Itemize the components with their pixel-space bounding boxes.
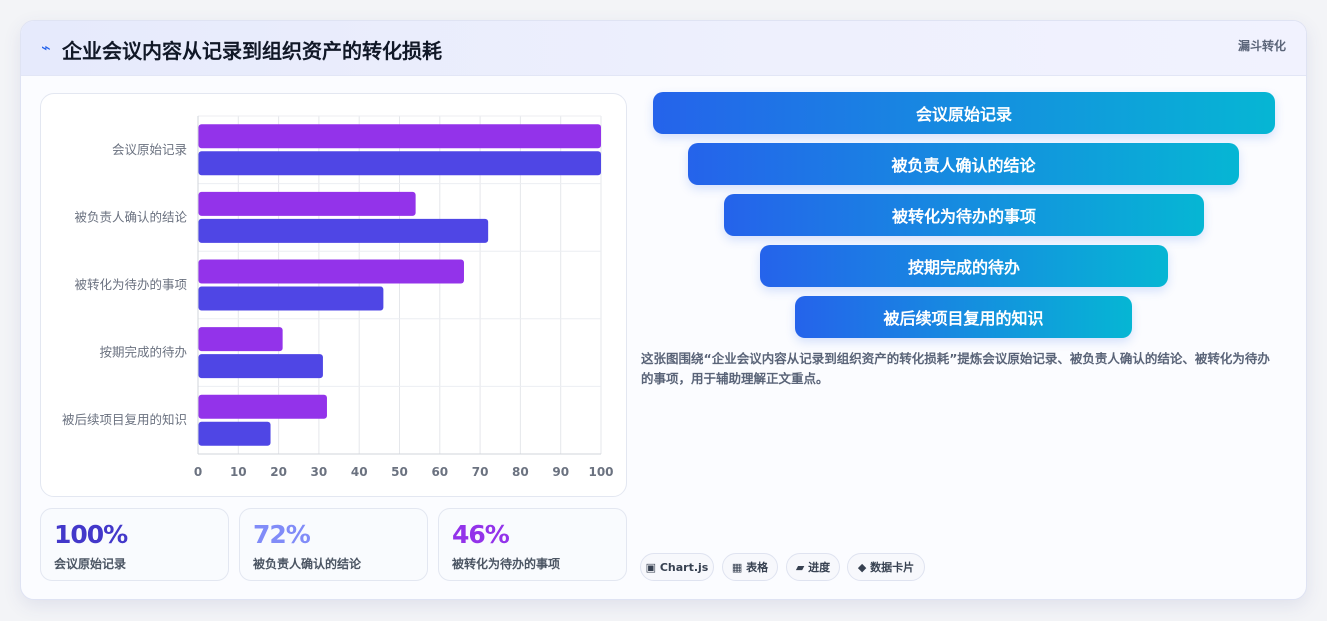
- stat-value: 72%: [253, 520, 311, 549]
- x-tick-label: 30: [311, 465, 328, 479]
- funnel-step-3: 被转化为待办的事项: [724, 194, 1204, 236]
- x-tick-label: 80: [512, 465, 529, 479]
- chart-card: ⌁ 企业会议内容从记录到组织资产的转化损耗 漏斗转化 会议原始记录 被负责人确认的…: [20, 20, 1307, 600]
- pill-chartjs[interactable]: ▣ Chart.js: [640, 553, 714, 581]
- x-tick-label: 20: [270, 465, 287, 479]
- bar: [198, 286, 384, 311]
- x-tick-label: 60: [431, 465, 448, 479]
- page-title: 企业会议内容从记录到组织资产的转化损耗: [62, 39, 442, 63]
- category-label: 被转化为待办的事项: [74, 277, 187, 292]
- bar: [198, 124, 601, 149]
- bar: [198, 259, 464, 284]
- bar: [198, 218, 489, 243]
- category-label: 被后续项目复用的知识: [62, 412, 187, 427]
- funnel-step-4: 按期完成的待办: [760, 245, 1168, 287]
- card-header: ⌁ 企业会议内容从记录到组织资产的转化损耗 漏斗转化: [21, 21, 1306, 76]
- bar-chart: 会议原始记录被负责人确认的结论被转化为待办的事项按期完成的待办被后续项目复用的知…: [62, 115, 614, 479]
- funnel-step-2: 被负责人确认的结论: [688, 143, 1239, 185]
- chart-type-tag: 漏斗转化: [1237, 39, 1286, 53]
- x-tick-label: 100: [588, 465, 613, 479]
- x-tick-label: 0: [194, 465, 202, 479]
- x-tick-label: 10: [230, 465, 247, 479]
- lightning-icon: ⌁: [41, 38, 51, 57]
- stat-card-1: 100% 会议原始记录: [40, 508, 229, 581]
- x-tick-label: 70: [472, 465, 489, 479]
- pill-progress[interactable]: ▰ 进度: [786, 553, 840, 581]
- pill-table[interactable]: ▦ 表格: [722, 553, 778, 581]
- bar: [198, 327, 283, 352]
- chart-description: 这张图围绕“企业会议内容从记录到组织资产的转化损耗”提炼会议原始记录、被负责人确…: [641, 351, 1270, 386]
- stat-label: 被负责人确认的结论: [253, 557, 362, 571]
- category-label: 按期完成的待办: [99, 345, 187, 360]
- funnel-step-1: 会议原始记录: [653, 92, 1275, 134]
- x-tick-label: 50: [391, 465, 408, 479]
- stat-value: 46%: [452, 520, 510, 549]
- bar: [198, 151, 601, 176]
- bar-chart-panel: 会议原始记录被负责人确认的结论 被转化为待办的事项按期完成的待办被后续项目复用的知…: [40, 93, 627, 497]
- stat-card-3: 46% 被转化为待办的事项: [438, 508, 627, 581]
- funnel-step-5: 被后续项目复用的知识: [795, 296, 1132, 338]
- bar: [198, 394, 327, 419]
- stat-label: 会议原始记录: [54, 557, 127, 571]
- bar: [198, 191, 416, 216]
- bar: [198, 421, 271, 446]
- stat-label: 被转化为待办的事项: [452, 557, 561, 571]
- stat-card-2: 72% 被负责人确认的结论: [239, 508, 428, 581]
- x-tick-label: 40: [351, 465, 368, 479]
- category-label: 被负责人确认的结论: [74, 209, 187, 224]
- category-label: 会议原始记录: [112, 142, 187, 157]
- stat-value: 100%: [54, 520, 128, 549]
- pill-data-card[interactable]: ◆ 数据卡片: [847, 553, 925, 581]
- x-tick-label: 90: [552, 465, 569, 479]
- bar: [198, 354, 323, 379]
